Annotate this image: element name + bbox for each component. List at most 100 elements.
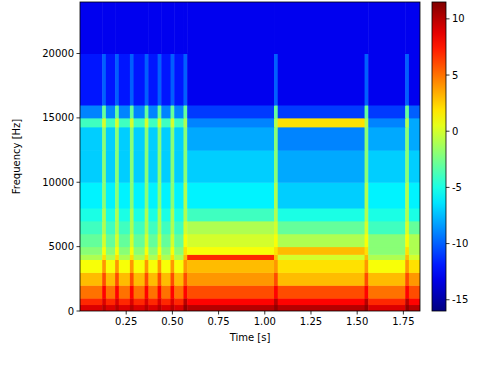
cell bbox=[368, 208, 405, 221]
cell bbox=[278, 272, 365, 285]
cell bbox=[278, 127, 365, 151]
cell bbox=[130, 247, 134, 255]
colorbar-tick-label: 10 bbox=[452, 13, 465, 24]
cell bbox=[183, 285, 187, 298]
cell bbox=[187, 54, 274, 106]
cell bbox=[130, 54, 134, 106]
cell bbox=[158, 260, 162, 273]
cell bbox=[145, 118, 149, 128]
y-tick-label: 15000 bbox=[42, 112, 74, 123]
cell bbox=[102, 254, 106, 260]
cell bbox=[274, 221, 278, 234]
cell bbox=[106, 105, 116, 118]
colorbar-tick bbox=[446, 299, 450, 300]
cell bbox=[106, 127, 116, 151]
cell bbox=[115, 260, 119, 273]
cell bbox=[161, 208, 171, 221]
cell bbox=[183, 247, 187, 255]
cell bbox=[158, 2, 162, 54]
x-tick bbox=[357, 311, 358, 315]
cell bbox=[365, 118, 369, 128]
cell bbox=[145, 272, 149, 285]
cell bbox=[134, 305, 146, 311]
cell bbox=[102, 272, 106, 285]
cell bbox=[148, 54, 158, 106]
cell bbox=[405, 272, 409, 285]
cell bbox=[368, 260, 405, 273]
cell bbox=[148, 2, 158, 54]
colorbar-tick bbox=[446, 18, 450, 19]
cell bbox=[106, 234, 116, 247]
cell bbox=[115, 208, 119, 221]
cell bbox=[145, 254, 149, 260]
cell bbox=[115, 305, 119, 311]
cell bbox=[119, 298, 131, 305]
cell bbox=[274, 150, 278, 183]
cell bbox=[115, 150, 119, 183]
cell bbox=[115, 298, 119, 305]
cell bbox=[171, 2, 175, 54]
cell bbox=[115, 234, 119, 247]
cell bbox=[148, 254, 158, 260]
cell bbox=[365, 221, 369, 234]
cell bbox=[145, 105, 149, 118]
cell bbox=[187, 247, 274, 255]
cell bbox=[278, 118, 365, 128]
cell bbox=[158, 54, 162, 106]
cell bbox=[158, 118, 162, 128]
cell bbox=[174, 54, 184, 106]
x-tick-label: 0.75 bbox=[207, 316, 229, 327]
cell bbox=[183, 254, 187, 260]
cell bbox=[365, 305, 369, 311]
cell bbox=[119, 285, 131, 298]
cell bbox=[171, 127, 175, 151]
x-axis-label: Time [s] bbox=[229, 332, 271, 343]
cell bbox=[102, 182, 106, 208]
cell bbox=[405, 254, 409, 260]
cell bbox=[409, 54, 420, 106]
cell bbox=[409, 234, 420, 247]
cell bbox=[145, 285, 149, 298]
y-tick-label: 20000 bbox=[42, 48, 74, 59]
cell bbox=[130, 260, 134, 273]
cell bbox=[158, 298, 162, 305]
cell bbox=[183, 272, 187, 285]
cell bbox=[174, 234, 184, 247]
cell bbox=[174, 208, 184, 221]
cell bbox=[405, 182, 409, 208]
x-tick bbox=[218, 311, 219, 315]
cell bbox=[119, 234, 131, 247]
cell bbox=[148, 298, 158, 305]
cell bbox=[106, 305, 116, 311]
cell bbox=[365, 247, 369, 255]
cell bbox=[365, 272, 369, 285]
cell bbox=[145, 305, 149, 311]
cell bbox=[80, 254, 103, 260]
cell bbox=[409, 285, 420, 298]
cell bbox=[274, 298, 278, 305]
cell bbox=[148, 105, 158, 118]
cell bbox=[145, 247, 149, 255]
cell bbox=[119, 182, 131, 208]
cell bbox=[365, 254, 369, 260]
cell bbox=[130, 285, 134, 298]
cell bbox=[148, 272, 158, 285]
x-tick bbox=[310, 311, 311, 315]
cell bbox=[274, 2, 278, 54]
cell bbox=[278, 285, 365, 298]
cell bbox=[409, 247, 420, 255]
x-tick-label: 1.00 bbox=[254, 316, 276, 327]
cell bbox=[161, 247, 171, 255]
cell bbox=[115, 127, 119, 151]
cell bbox=[278, 254, 365, 260]
cell bbox=[409, 221, 420, 234]
cell bbox=[134, 285, 146, 298]
y-tick bbox=[77, 182, 81, 183]
cell bbox=[158, 150, 162, 183]
cells bbox=[80, 2, 420, 311]
cell bbox=[80, 182, 103, 208]
cell bbox=[148, 150, 158, 183]
cell bbox=[274, 182, 278, 208]
cell bbox=[80, 127, 103, 151]
cell bbox=[368, 272, 405, 285]
